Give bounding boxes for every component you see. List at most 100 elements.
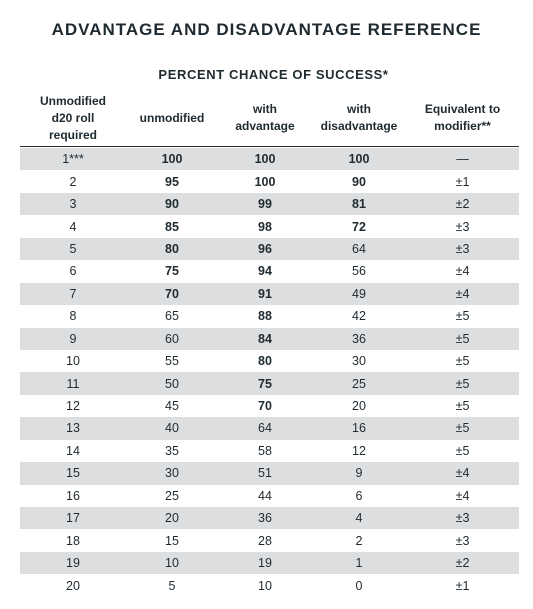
cell-unmodified: 80	[165, 241, 179, 256]
cell-with-disadvantage: 49	[352, 286, 366, 301]
cell-with-disadvantage: 30	[352, 354, 366, 369]
cell-with-advantage: 84	[258, 331, 272, 346]
cell-with-advantage: 64	[258, 421, 272, 436]
cell-with-advantage: 28	[258, 533, 272, 548]
cell-with-disadvantage: 6	[355, 488, 363, 503]
cell-unmodified: 10	[165, 556, 179, 571]
table-row: 8 65 88 42 ±5	[20, 305, 519, 327]
header-with-advantage: with advantage	[235, 102, 295, 133]
cell-modifier: ±1	[455, 174, 470, 189]
cell-modifier: ±3	[455, 219, 470, 234]
cell-modifier: ±3	[455, 511, 470, 526]
cell-roll: 15	[66, 466, 80, 481]
cell-unmodified: 70	[165, 286, 179, 301]
cell-modifier: ±5	[455, 354, 470, 369]
cell-modifier: ±4	[455, 488, 470, 503]
cell-unmodified: 55	[165, 354, 179, 369]
cell-with-disadvantage: 16	[352, 421, 366, 436]
cell-roll: 9	[69, 331, 77, 346]
table-row: 3 90 99 81 ±2	[20, 192, 519, 216]
cell-with-disadvantage: 1	[355, 556, 363, 571]
cell-roll: 13	[66, 421, 80, 436]
cell-roll: 3	[69, 197, 77, 212]
cell-with-disadvantage: 25	[352, 376, 366, 391]
header-roll-required: Unmodified d20 roll required	[40, 93, 106, 142]
table-header-row: Unmodified d20 roll required unmodified …	[20, 90, 519, 147]
cell-with-advantage: 70	[258, 399, 272, 414]
cell-roll: 18	[66, 533, 80, 548]
cell-modifier: ±5	[455, 376, 470, 391]
cell-modifier: ±5	[455, 421, 470, 436]
cell-modifier: ±3	[455, 241, 470, 256]
table-row: 15 30 51 9 ±4	[20, 462, 519, 485]
cell-unmodified: 15	[165, 533, 179, 548]
cell-with-disadvantage: 90	[352, 174, 366, 189]
cell-with-advantage: 98	[258, 219, 272, 234]
cell-unmodified: 90	[165, 197, 179, 212]
cell-modifier: ±2	[455, 197, 470, 212]
table-row: 4 85 98 72 ±3	[20, 215, 519, 237]
cell-with-advantage: 100	[254, 152, 276, 167]
table-row: 2 95 100 90 ±1	[20, 170, 519, 192]
cell-with-advantage: 58	[258, 443, 272, 458]
reference-table: Unmodified d20 roll required unmodified …	[20, 90, 519, 597]
cell-modifier: ±4	[455, 286, 470, 301]
cell-with-advantage: 10	[258, 578, 272, 593]
cell-with-advantage: 51	[258, 466, 272, 481]
cell-modifier: ±3	[455, 533, 470, 548]
table-row: 17 20 36 4 ±3	[20, 507, 519, 530]
cell-with-disadvantage: 72	[352, 219, 366, 234]
cell-roll: 19	[66, 556, 80, 571]
cell-with-disadvantage: 12	[352, 443, 366, 458]
cell-modifier: ±4	[455, 466, 470, 481]
table-row: 5 80 96 64 ±3	[20, 237, 519, 261]
cell-roll: 1***	[62, 152, 84, 167]
cell-modifier: —	[456, 152, 469, 167]
table-row: 9 60 84 36 ±5	[20, 327, 519, 350]
cell-modifier: ±1	[455, 578, 470, 593]
table-row: 7 70 91 49 ±4	[20, 282, 519, 306]
cell-with-disadvantage: 0	[355, 578, 363, 593]
cell-unmodified: 50	[165, 376, 179, 391]
table-row: 1*** 100 100 100 —	[20, 148, 519, 171]
table-subtitle: PERCENT CHANCE OF SUCCESS*	[158, 67, 389, 82]
cell-modifier: ±2	[455, 556, 470, 571]
cell-roll: 11	[66, 376, 80, 391]
cell-unmodified: 25	[165, 488, 179, 503]
cell-with-advantage: 19	[258, 556, 272, 571]
cell-with-advantage: 96	[258, 241, 272, 256]
cell-unmodified: 40	[165, 421, 179, 436]
cell-unmodified: 95	[165, 174, 179, 189]
table-row: 6 75 94 56 ±4	[20, 260, 519, 282]
cell-roll: 6	[69, 264, 77, 279]
cell-roll: 20	[66, 578, 80, 593]
cell-with-disadvantage: 100	[348, 152, 370, 167]
table-row: 11 50 75 25 ±5	[20, 372, 519, 395]
cell-with-advantage: 99	[258, 197, 272, 212]
cell-with-advantage: 44	[258, 488, 272, 503]
cell-with-advantage: 36	[258, 511, 272, 526]
header-with-disadvantage: with disadvantage	[320, 102, 398, 133]
cell-roll: 4	[69, 219, 77, 234]
cell-roll: 2	[69, 174, 77, 189]
cell-with-disadvantage: 64	[352, 241, 366, 256]
cell-roll: 5	[69, 241, 77, 256]
header-equivalent-modifier: Equivalent to modifier**	[424, 102, 501, 133]
table-body: 1*** 100 100 100—2 95 100 90 ±1 3 90 99 81 ±2 4 85 98 72…	[20, 148, 519, 597]
cell-roll: 14	[66, 443, 80, 458]
cell-unmodified: 30	[165, 466, 179, 481]
table-row: 20 5 10 0 ±1	[20, 574, 519, 596]
table-row: 13 40 64 16 ±5	[20, 417, 519, 440]
cell-unmodified: 35	[165, 443, 179, 458]
cell-unmodified: 5	[168, 578, 176, 593]
cell-with-disadvantage: 42	[352, 309, 366, 324]
cell-roll: 12	[66, 399, 80, 414]
cell-with-disadvantage: 2	[355, 533, 363, 548]
cell-with-advantage: 100	[254, 174, 276, 189]
cell-with-disadvantage: 36	[352, 331, 366, 346]
cell-with-disadvantage: 20	[352, 399, 366, 414]
cell-roll: 8	[69, 309, 77, 324]
page-title: ADVANTAGE AND DISADVANTAGE REFERENCE	[51, 20, 482, 39]
cell-modifier: ±4	[455, 264, 470, 279]
